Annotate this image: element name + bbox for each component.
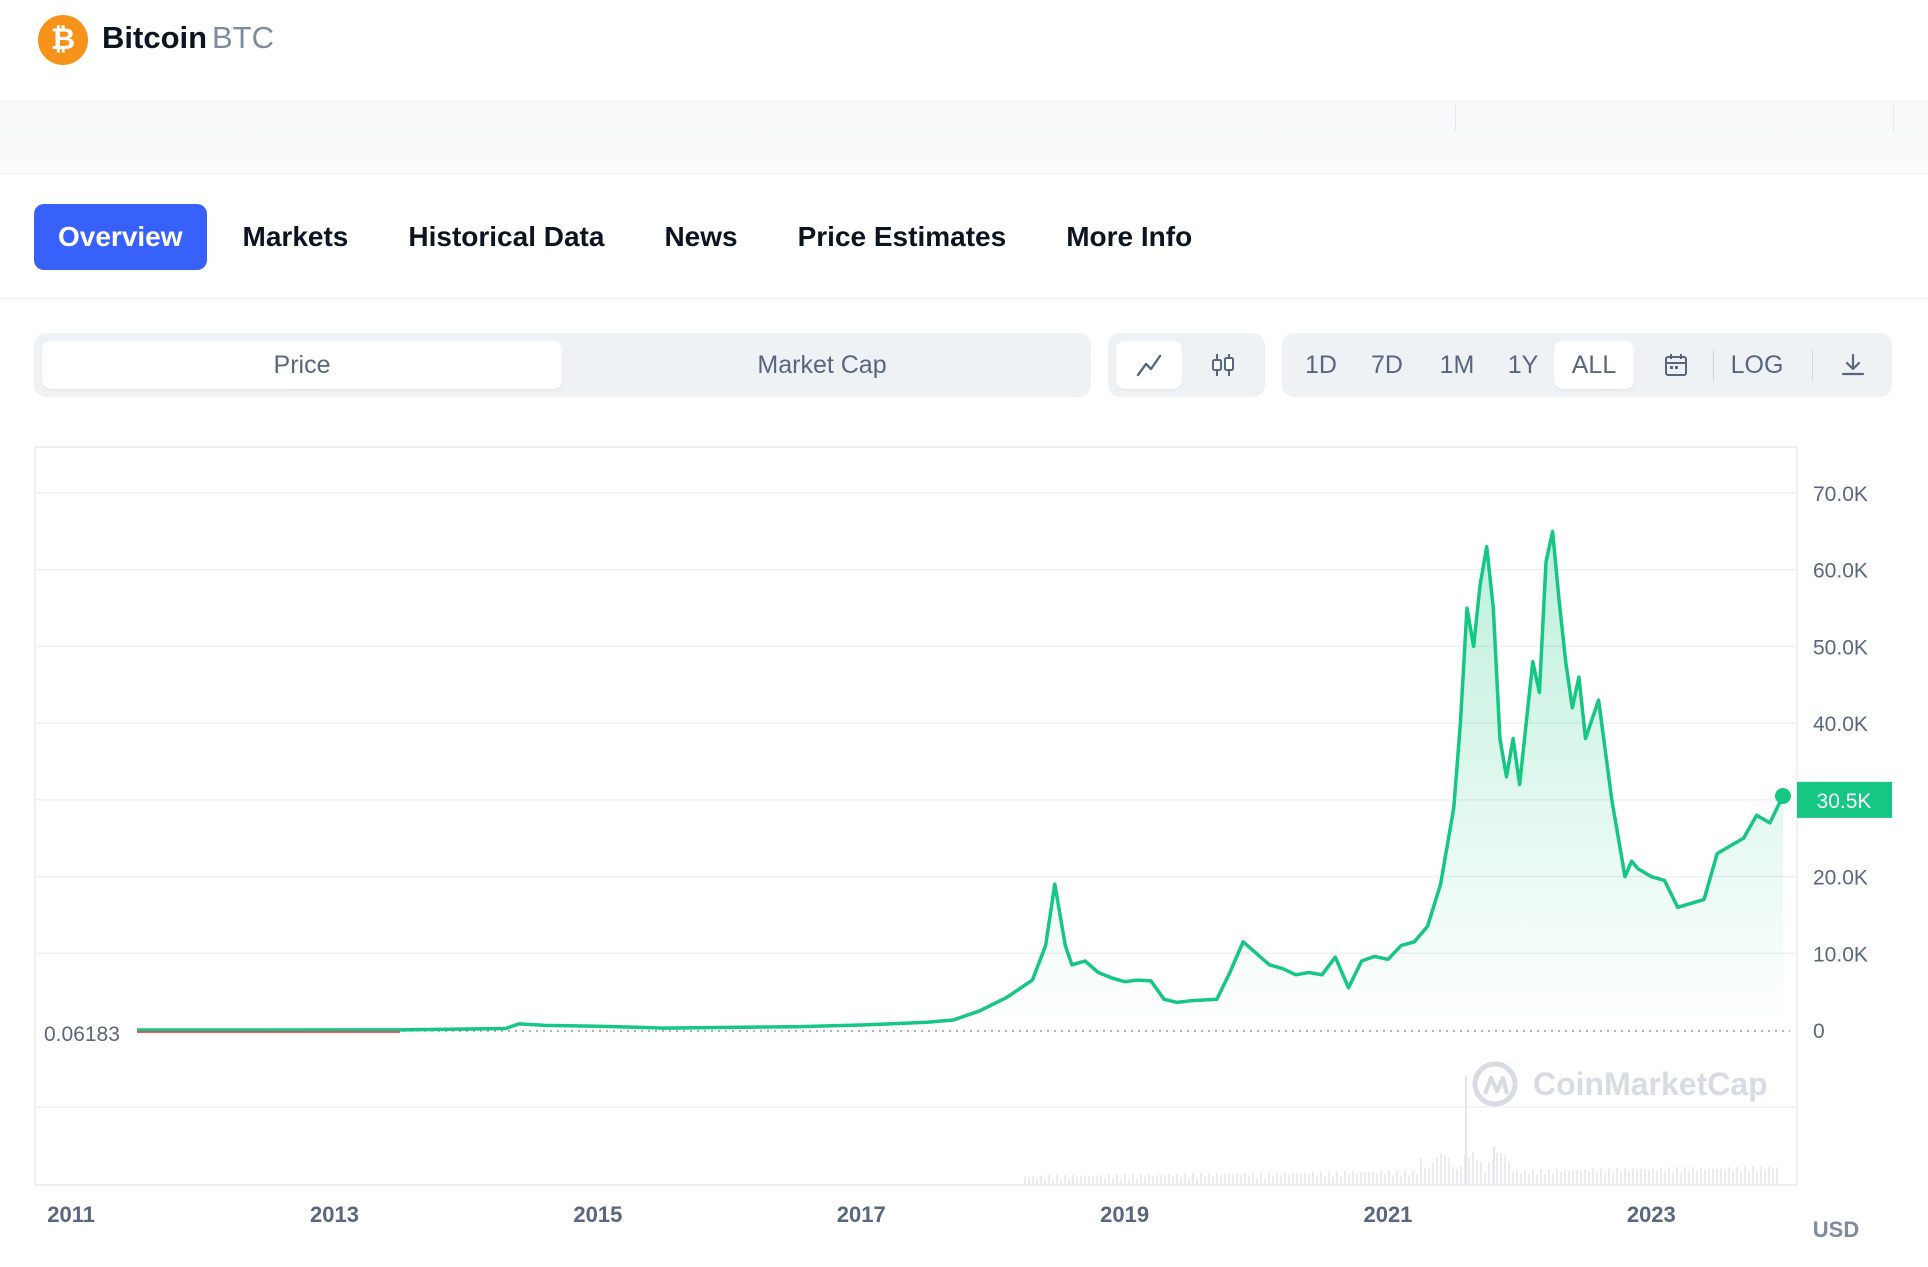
line-chart-button[interactable] (1116, 341, 1182, 389)
y-tick-label: 20.0K (1813, 867, 1868, 890)
bitcoin-logo-icon: ₿ (38, 15, 88, 65)
candlestick-chart-button[interactable] (1190, 341, 1256, 389)
watermark-text: CoinMarketCap (1533, 1066, 1768, 1102)
current-price-label: 30.5K (1817, 790, 1872, 813)
tab-more-info[interactable]: More Info (1066, 221, 1193, 252)
range-1y-button[interactable]: 1Y (1507, 350, 1539, 379)
price-chart[interactable]: CoinMarketCap 70.0K 60.0K 50.0K 40.0K 20.0K 1… (0, 440, 1928, 1262)
log-scale-button[interactable]: LOG (1730, 350, 1784, 379)
range-7d-button[interactable]: 7D (1371, 350, 1403, 379)
price-line (137, 529, 1785, 1032)
y-tick-label: 50.0K (1813, 636, 1868, 659)
x-tick-label: 2023 (1627, 1202, 1676, 1227)
page-tabs: Overview Markets Historical Data News Pr… (34, 204, 1228, 270)
calendar-button[interactable] (1646, 341, 1706, 389)
metric-toggle: Price Market Cap (34, 333, 1091, 397)
x-tick-label: 2015 (573, 1202, 622, 1227)
range-selector: 1D 7D 1M 1Y ALL LOG (1282, 333, 1892, 397)
toolbar-separator (1812, 349, 1813, 381)
x-tick-label: 2017 (837, 1202, 886, 1227)
candlestick-icon (1212, 354, 1234, 376)
y-tick-label: 10.0K (1813, 943, 1868, 966)
tab-markets[interactable]: Markets (242, 221, 349, 252)
price-chart-svg[interactable]: CoinMarketCap 70.0K 60.0K 50.0K 40.0K 20.0K 1… (0, 440, 1928, 1262)
tabs-divider (0, 298, 1928, 299)
chart-type-toggle (1108, 333, 1265, 397)
download-button[interactable] (1822, 341, 1884, 389)
calendar-icon (1665, 354, 1687, 376)
x-tick-label: 2011 (47, 1202, 95, 1227)
coin-symbol: BTC (212, 20, 274, 55)
range-1d-button[interactable]: 1D (1305, 350, 1337, 379)
tab-price-estimates[interactable]: Price Estimates (797, 221, 1007, 252)
stats-divider (1455, 103, 1456, 131)
range-1m-button[interactable]: 1M (1439, 350, 1475, 379)
bitcoin-glyph: ₿ (50, 23, 76, 56)
coin-header: ₿ Bitcoin BTC (0, 0, 1928, 102)
x-tick-label: 2019 (1100, 1202, 1149, 1227)
stats-band (0, 103, 1928, 174)
y-tick-label: 70.0K (1813, 483, 1868, 506)
y-tick-label: 0 (1813, 1020, 1825, 1043)
currency-label: USD (1813, 1217, 1859, 1242)
price-area (137, 531, 1783, 1030)
tab-historical-data[interactable]: Historical Data (408, 221, 605, 252)
coin-name: Bitcoin (102, 20, 208, 55)
current-price-badge (1797, 781, 1892, 818)
x-tick-label: 2013 (310, 1202, 359, 1227)
tab-news[interactable]: News (664, 221, 738, 252)
coinmarketcap-logo-icon (1472, 1061, 1518, 1107)
start-price-label: 0.06183 (44, 1023, 120, 1046)
x-tick-label: 2021 (1363, 1202, 1412, 1227)
stats-divider (1893, 103, 1894, 131)
market-cap-toggle-button[interactable]: Market Cap (757, 350, 887, 379)
current-price-dot (1775, 788, 1791, 805)
y-tick-label: 40.0K (1813, 713, 1868, 736)
y-tick-label: 60.0K (1813, 560, 1868, 583)
price-toggle-button[interactable]: Price (42, 341, 562, 389)
toolbar-separator (1713, 349, 1714, 381)
download-icon (1841, 353, 1865, 376)
range-all-button[interactable]: ALL (1554, 341, 1634, 389)
tab-overview[interactable]: Overview (34, 204, 207, 270)
line-chart-icon (1136, 354, 1162, 377)
coinmarketcap-logo-mark (1483, 1076, 1509, 1095)
